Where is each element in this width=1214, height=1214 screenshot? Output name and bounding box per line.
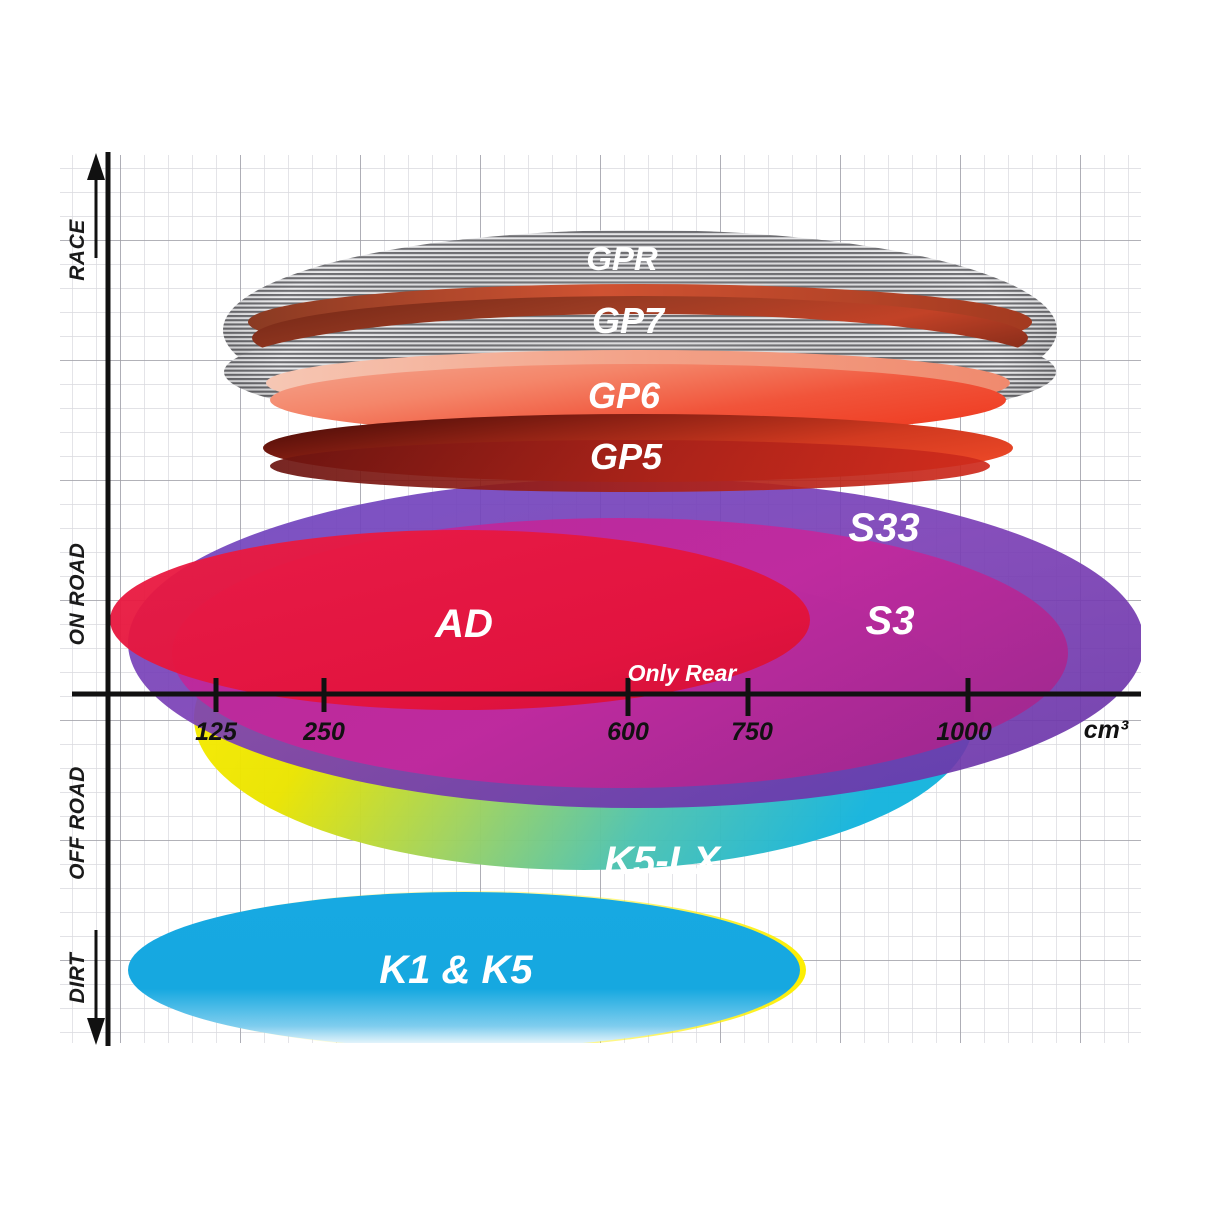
label-gp6: GP6 <box>588 375 661 416</box>
bubble-gp5[interactable] <box>263 414 1013 492</box>
x-axis-unit-label: cm³ <box>1084 716 1129 744</box>
dirt-direction-arrow <box>87 930 105 1045</box>
label-gp5: GP5 <box>590 436 663 477</box>
label-s3: S3 <box>866 599 915 643</box>
x-tick-label-125: 125 <box>195 718 238 746</box>
x-tick-label-750: 750 <box>731 718 773 746</box>
x-tick-label-1000: 1000 <box>936 718 992 746</box>
label-ad: AD <box>434 602 493 646</box>
x-axis-tick-labels: 125 250 600 750 1000 cm³ <box>195 716 1129 746</box>
bubble-k1-k5[interactable] <box>128 891 806 1049</box>
bubble-labels: GPR GP7 GP6 GP5 S33 S3 AD Only Rear K5-L… <box>379 240 919 992</box>
y-category-on-road: ON ROAD <box>66 543 89 646</box>
label-k1-k5: K1 & K5 <box>379 948 533 992</box>
axes <box>72 152 1141 1046</box>
y-category-off-road: OFF ROAD <box>66 766 89 880</box>
race-direction-arrow <box>87 153 105 258</box>
bubble-gp6[interactable] <box>266 350 1010 436</box>
label-gpr: GPR <box>586 240 658 277</box>
y-axis-category-labels: RACE ON ROAD OFF ROAD DIRT <box>66 219 89 1004</box>
bubble-ad[interactable] <box>110 530 810 710</box>
label-s33: S33 <box>848 506 919 550</box>
y-category-race: RACE <box>66 219 89 281</box>
label-gp7: GP7 <box>592 300 666 341</box>
y-category-dirt: DIRT <box>66 951 89 1003</box>
label-k5-lx: K5-LX <box>604 839 722 883</box>
label-only-rear: Only Rear <box>628 660 738 686</box>
x-tick-label-250: 250 <box>302 718 345 746</box>
x-tick-label-600: 600 <box>607 718 649 746</box>
bubble-layer <box>110 230 1141 1049</box>
x-axis-ticks <box>213 678 971 716</box>
